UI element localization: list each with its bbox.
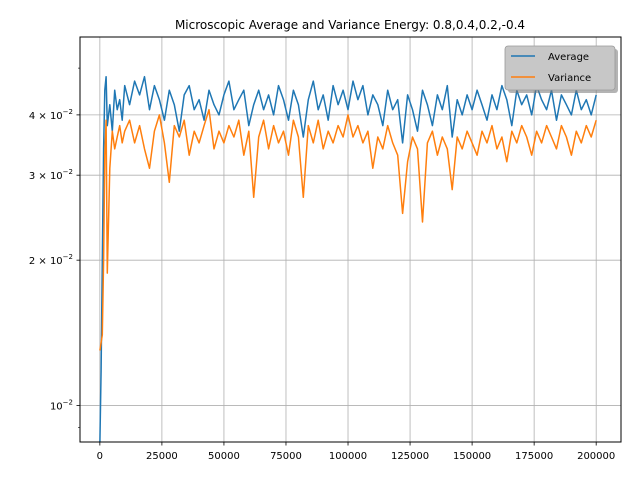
- x-tick-label: 125000: [391, 451, 429, 462]
- x-tick-label: 175000: [515, 451, 553, 462]
- x-tick-label: 75000: [270, 451, 302, 462]
- series-line-variance: [99, 108, 597, 351]
- y-tick-label: 2 × 10−2: [29, 253, 73, 267]
- x-tick-label: 0: [97, 451, 103, 462]
- x-tick-label: 200000: [577, 451, 615, 462]
- chart-title: Microscopic Average and Variance Energy:…: [175, 18, 525, 32]
- x-axis: 0 25000 50000 75000 100000 125000 150000 175000…: [97, 442, 615, 462]
- x-tick-label: 150000: [453, 451, 491, 462]
- x-tick-label: 50000: [208, 451, 240, 462]
- y-tick-label: 3 × 10−2: [29, 168, 73, 182]
- legend-label-variance: Variance: [548, 73, 591, 84]
- y-axis: 10−2 2 × 10−2 3 × 10−2 4 × 10−2: [29, 67, 80, 428]
- x-tick-label: 100000: [329, 451, 367, 462]
- legend-label-average: Average: [548, 52, 589, 63]
- plot-area-frame: [79, 36, 622, 443]
- legend-box: [504, 45, 616, 91]
- series-line-average: [99, 75, 597, 443]
- y-tick-label: 4 × 10−2: [29, 108, 73, 122]
- y-tick-label: 10−2: [50, 398, 73, 412]
- legend: Average Variance: [504, 45, 618, 93]
- x-tick-label: 25000: [146, 451, 178, 462]
- series-layer: [99, 75, 597, 443]
